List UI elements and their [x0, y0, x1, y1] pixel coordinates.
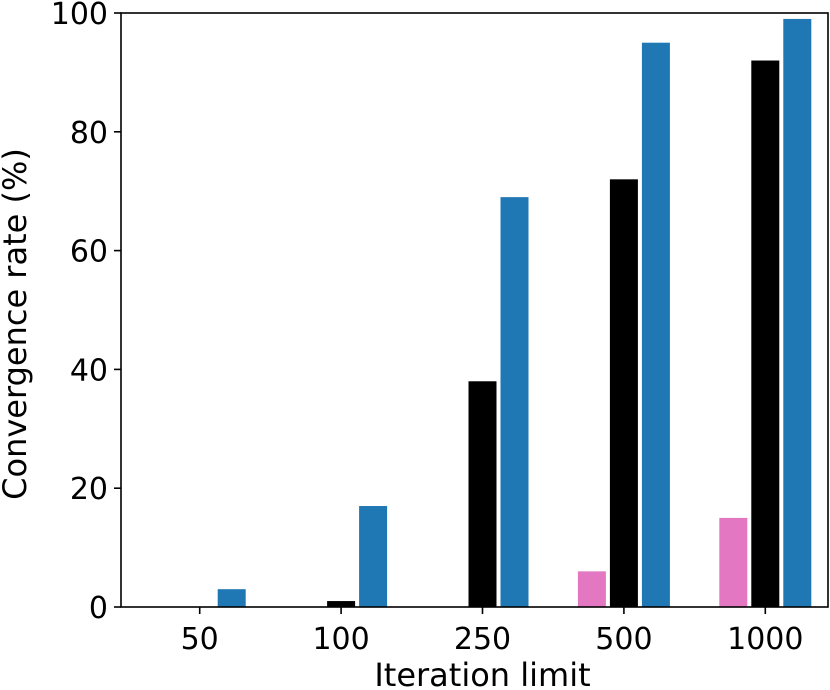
y-tick-label: 60 [70, 235, 108, 270]
y-axis-label: Convergence rate (%) [0, 148, 34, 500]
y-tick-label: 40 [70, 353, 108, 388]
x-axis-label: Iteration limit [374, 656, 590, 690]
bar-500-series-1 [577, 571, 606, 607]
x-tick-label: 50 [181, 622, 219, 657]
y-tick-label: 80 [70, 116, 108, 151]
y-axis: 0 20 40 60 80 100 [51, 0, 121, 626]
bar-250-series-2 [468, 381, 497, 607]
bar-500-series-3 [641, 42, 670, 607]
bar-1000-series-1 [719, 517, 748, 607]
y-tick-label: 100 [51, 0, 108, 32]
bar-100-series-2 [327, 601, 356, 607]
bar-1000-series-2 [751, 60, 780, 607]
bar-500-series-2 [609, 179, 638, 607]
y-tick-label: 20 [70, 472, 108, 507]
y-tick-label: 0 [89, 591, 108, 626]
bar-50-series-3 [217, 589, 246, 607]
x-tick-label: 1000 [727, 622, 803, 657]
bars-layer [217, 18, 812, 607]
bar-1000-series-3 [783, 18, 812, 607]
bar-100-series-3 [359, 506, 388, 607]
x-tick-label: 500 [595, 622, 652, 657]
x-tick-label: 100 [312, 622, 369, 657]
plot-frame [120, 12, 829, 608]
bar-250-series-3 [500, 197, 529, 607]
x-axis: 50 100 250 500 1000 [181, 607, 803, 657]
x-tick-label: 250 [454, 622, 511, 657]
